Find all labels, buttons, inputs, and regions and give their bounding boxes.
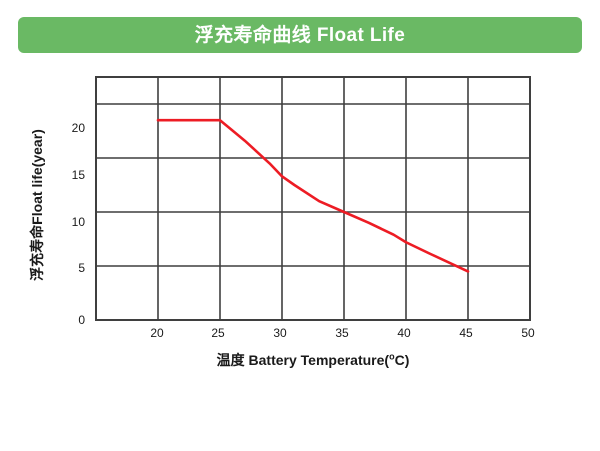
x-tick-label-50: 50 [521, 326, 535, 340]
y-tick-label-15: 15 [71, 168, 85, 182]
plot-area [95, 76, 531, 321]
header-banner: 浮充寿命曲线 Float Life [18, 17, 582, 53]
y-tick-label-5: 5 [78, 261, 85, 275]
x-axis-title: 温度 Battery Temperature(oC) [96, 350, 530, 370]
y-tick-label-20: 20 [71, 121, 85, 135]
x-tick-label-40: 40 [397, 326, 411, 340]
float-life-chart: 浮充寿命Float life(year) 20 15 10 5 0 20 25 … [0, 60, 600, 390]
x-axis-title-cn: 温度 [216, 352, 245, 368]
x-tick-label-35: 35 [335, 326, 349, 340]
y-tick-label-0: 0 [78, 313, 85, 327]
plot-frame [95, 76, 531, 321]
float-life-curve [156, 118, 470, 273]
x-tick-label-45: 45 [459, 326, 473, 340]
degree-symbol: o [389, 351, 395, 362]
x-axis-title-unit: C) [394, 352, 410, 368]
y-tick-label-10: 10 [71, 215, 85, 229]
x-tick-label-30: 30 [273, 326, 287, 340]
page-title: 浮充寿命曲线 Float Life [194, 24, 406, 46]
x-axis-title-en: Battery Temperature( [248, 352, 390, 368]
x-tick-label-25: 25 [211, 326, 225, 340]
x-tick-label-20: 20 [150, 326, 164, 340]
